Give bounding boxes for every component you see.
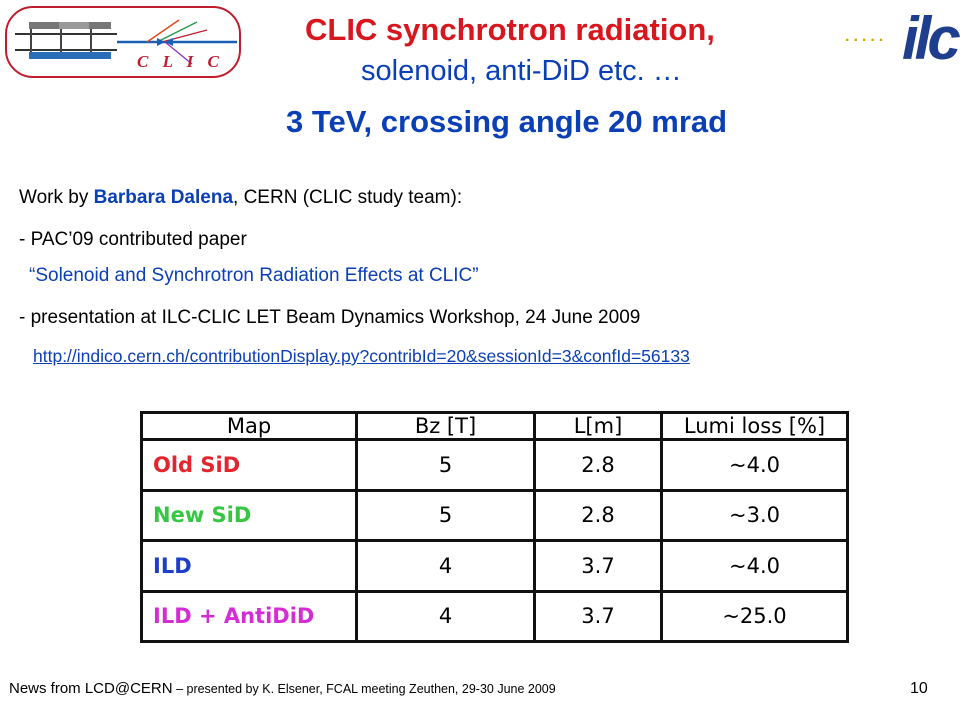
work-suffix: , CERN (CLIC study team):	[233, 187, 463, 208]
table-row: ILD + AntiDiD 4 3.7 ~25.0	[140, 589, 849, 643]
cell-length: 3.7	[533, 589, 663, 643]
lumi-loss-table: Map Bz [T] L[m] Lumi loss [%] Old SiD 5 2.…	[140, 411, 849, 643]
cell-map: ILD	[140, 539, 358, 593]
cell-bz: 5	[355, 488, 536, 542]
cell-lumi-loss: ~4.0	[660, 539, 849, 593]
cell-map: New SiD	[140, 488, 358, 542]
ilc-logo-dots: .....	[845, 28, 888, 45]
table-header-row: Map Bz [T] L[m] Lumi loss [%]	[140, 411, 849, 441]
author-name: Barbara Dalena	[93, 187, 234, 208]
table-row: ILD 4 3.7 ~4.0	[140, 539, 849, 593]
table-row: New SiD 5 2.8 ~3.0	[140, 488, 849, 542]
header-length: L[m]	[533, 411, 663, 441]
cell-lumi-loss: ~25.0	[660, 589, 849, 643]
footer-text: News from LCD@CERN – presented by K. Els…	[9, 680, 556, 697]
cell-map: Old SiD	[140, 438, 358, 492]
cell-bz: 4	[355, 589, 536, 643]
header-map: Map	[140, 411, 358, 441]
cell-bz: 5	[355, 438, 536, 492]
cell-bz: 4	[355, 539, 536, 593]
cell-map: ILD + AntiDiD	[140, 589, 358, 643]
header-lumi-loss: Lumi loss [%]	[660, 411, 849, 441]
ilc-logo: ilc	[902, 5, 960, 72]
table-row: Old SiD 5 2.8 ~4.0	[140, 438, 849, 492]
presentation-line: - presentation at ILC-CLIC LET Beam Dyna…	[19, 307, 641, 328]
pac-paper-line: - PAC’09 contributed paper	[19, 229, 247, 250]
clic-logo: C L I C	[5, 6, 241, 78]
accelerator-graphic	[15, 19, 237, 65]
cell-length: 3.7	[533, 539, 663, 593]
cell-length: 2.8	[533, 438, 663, 492]
work-by-line: Work by Barbara Dalena, CERN (CLIC study…	[19, 187, 462, 209]
slide-title-line-1: CLIC synchrotron radiation,	[305, 12, 715, 47]
footer-news: News from LCD@CERN	[9, 680, 173, 697]
cell-lumi-loss: ~4.0	[660, 438, 849, 492]
cell-length: 2.8	[533, 488, 663, 542]
work-prefix: Work by	[19, 187, 94, 208]
cell-lumi-loss: ~3.0	[660, 488, 849, 542]
slide-title-line-3: 3 TeV, crossing angle 20 mrad	[286, 104, 728, 139]
indico-link[interactable]: http://indico.cern.ch/contributionDispla…	[33, 346, 690, 366]
header-bz: Bz [T]	[355, 411, 536, 441]
page-number: 10	[910, 680, 928, 697]
paper-title: “Solenoid and Synchrotron Radiation Effe…	[29, 265, 479, 286]
clic-logo-text: C L I C	[137, 52, 224, 71]
footer-presented-by: – presented by K. Elsener, FCAL meeting …	[172, 682, 556, 696]
slide-title-line-2: solenoid, anti-DiD etc. …	[361, 55, 682, 87]
